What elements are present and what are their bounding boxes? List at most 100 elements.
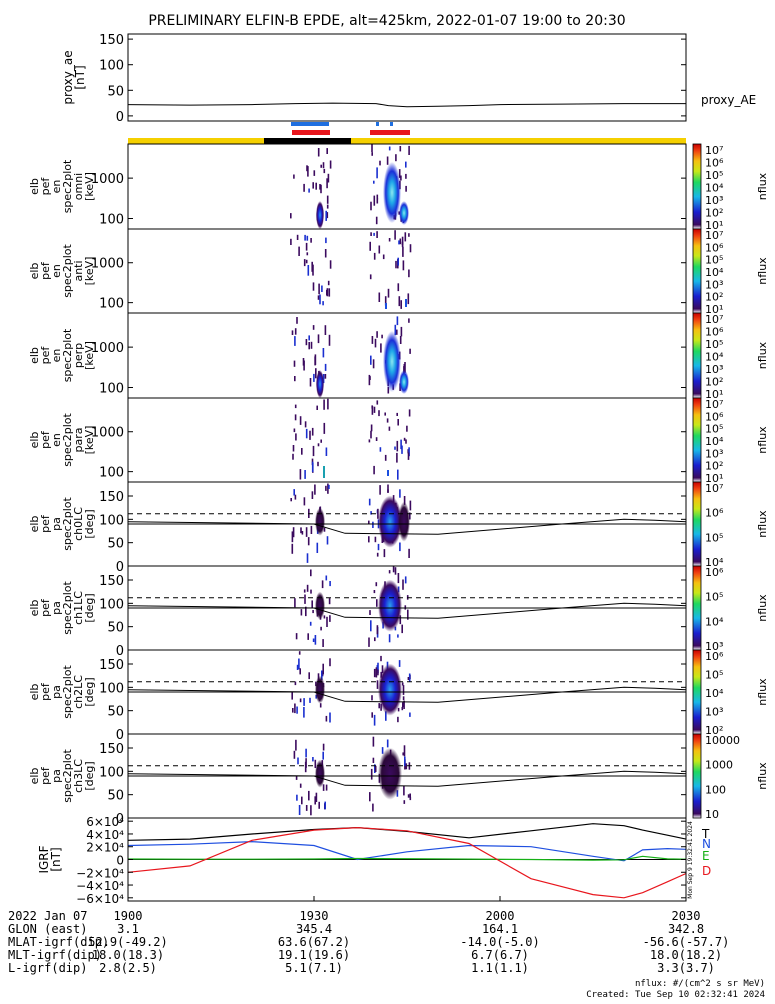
spectrogram-pixel <box>376 625 379 635</box>
footer-cell: -14.0(-5.0) <box>460 935 539 949</box>
spectrogram-pixel <box>409 712 411 717</box>
flux-enhancement-pass2 <box>383 161 401 224</box>
flux-pixel <box>387 470 389 476</box>
spectrogram-pixel <box>312 282 315 291</box>
colorbar-tick-label: 10³ <box>705 363 723 376</box>
loss-cone-curve <box>127 518 687 535</box>
flux-enhancement-pass2-tail <box>399 370 409 394</box>
panel-frame <box>127 397 687 483</box>
pitch-angle-flux-core <box>378 579 402 632</box>
spectrogram-pixel <box>373 180 375 184</box>
spectrogram-pixel <box>368 498 371 506</box>
spectrogram-pixel <box>325 447 328 456</box>
ylabel-line: elb <box>28 347 41 364</box>
spectrogram-pixel <box>294 414 297 421</box>
spectrogram-marks <box>293 736 412 816</box>
spectrogram-pixel <box>324 325 327 335</box>
spectrogram-pixel <box>368 439 371 443</box>
colorbar-tick-label: 10⁵ <box>705 254 723 267</box>
ytick-label: 150 <box>99 658 124 673</box>
spectrogram-pixel <box>290 238 292 245</box>
spectrogram-pixel <box>405 439 407 444</box>
spectrogram-pixel <box>384 296 387 306</box>
spectrogram-pixel <box>395 154 397 162</box>
spectrogram-pixel <box>306 235 309 241</box>
igrf-series-E <box>128 855 686 861</box>
spectrogram-pixel <box>372 803 374 812</box>
spectrogram-pixel <box>300 527 302 534</box>
ytick-label: 100 <box>99 213 124 228</box>
spectrogram-pixel <box>408 548 410 558</box>
spectrogram-pixel <box>405 173 407 179</box>
ytick-label: 0 <box>116 854 124 868</box>
spectrogram-pixel <box>322 348 325 358</box>
spectrogram-pixel <box>290 498 292 502</box>
ylabel-line: pef <box>39 346 52 365</box>
spectrogram-pixel <box>293 174 295 179</box>
spectrogram-pixel <box>326 212 329 219</box>
spectrogram-pixel <box>403 496 406 505</box>
spectrogram-pixel <box>296 794 298 801</box>
spectrogram-pixel <box>291 531 294 543</box>
spectrogram-pixel <box>325 485 327 491</box>
spectrogram-pixel <box>401 624 403 634</box>
spectrogram-pixel <box>376 194 379 200</box>
footer-cell: 63.6(67.2) <box>278 935 350 949</box>
spectrogram-pixel <box>303 589 306 593</box>
spectrogram-pixel <box>380 655 382 662</box>
colorbar <box>692 143 702 230</box>
spectrogram-pixel <box>400 439 402 450</box>
ylabel-line: IGRF <box>37 845 51 873</box>
footer-cell: 3.3(3.7) <box>657 961 715 975</box>
spectrogram-pixel <box>325 210 327 221</box>
ylabel-line: ch3LC <box>72 759 85 793</box>
panel-pef_en_omni: 1000100elbpefenspec2plotomni[keV]10⁷10⁶1… <box>28 143 769 232</box>
ylabel-line: pa <box>50 769 63 783</box>
spectrogram-pixel <box>301 531 304 535</box>
spectrogram-pixel <box>329 658 331 667</box>
spectrogram-pixel <box>316 405 318 410</box>
spectrogram-pixel <box>297 757 299 765</box>
ylabel-line: pef <box>39 682 52 701</box>
ytick-label: 1000 <box>91 426 124 441</box>
ytick-label: 0 <box>116 560 124 575</box>
spectrogram-marks <box>290 144 410 229</box>
colorbar-tick-label: 10³ <box>705 447 723 460</box>
ylabel-line: elb <box>28 178 41 195</box>
spectrogram-pixel <box>378 703 380 709</box>
spectrogram-pixel <box>408 145 410 155</box>
orbit-status-bars <box>128 122 686 144</box>
colorbar-tick-label: 10⁵ <box>705 169 723 182</box>
spectrogram-pixel <box>402 246 404 257</box>
spectrogram-pixel <box>399 146 402 152</box>
pitch-angle-flux-core <box>378 747 402 800</box>
spectrogram-pixel <box>388 426 391 431</box>
spectrogram-pixel <box>328 288 331 297</box>
spectrogram-pixel <box>305 428 308 439</box>
colorbar-tick-label: 10⁶ <box>705 566 724 579</box>
spectrogram-pixel <box>370 768 373 780</box>
spectrogram-pixel <box>377 669 379 676</box>
spectrogram-pixel <box>404 362 406 373</box>
spectrogram-pixel <box>409 348 411 354</box>
spectrogram-pixel <box>394 324 397 336</box>
spectrogram-pixel <box>303 497 306 506</box>
spectrogram-pixel <box>323 168 326 174</box>
colorbar-tick-label: 10⁷ <box>705 482 723 495</box>
colorbar-tick-label: 10⁶ <box>705 650 724 663</box>
ytick-label: −6×10⁴ <box>76 892 124 906</box>
colorbar-tick-label: 10⁴ <box>705 351 724 364</box>
ylabel-line: ch1LC <box>72 591 85 625</box>
spectrogram-pixel <box>409 796 412 801</box>
spectrogram-pixel <box>376 680 379 689</box>
spectrogram-pixel <box>294 494 297 500</box>
ylabel-line: [deg] <box>83 677 96 706</box>
spectrogram-marks <box>291 316 411 398</box>
spectrogram-pixel <box>371 695 373 701</box>
colorbar-label: nflux <box>756 762 769 790</box>
ylabel-line: [keV] <box>83 341 96 370</box>
ylabel-line: pef <box>39 514 52 533</box>
